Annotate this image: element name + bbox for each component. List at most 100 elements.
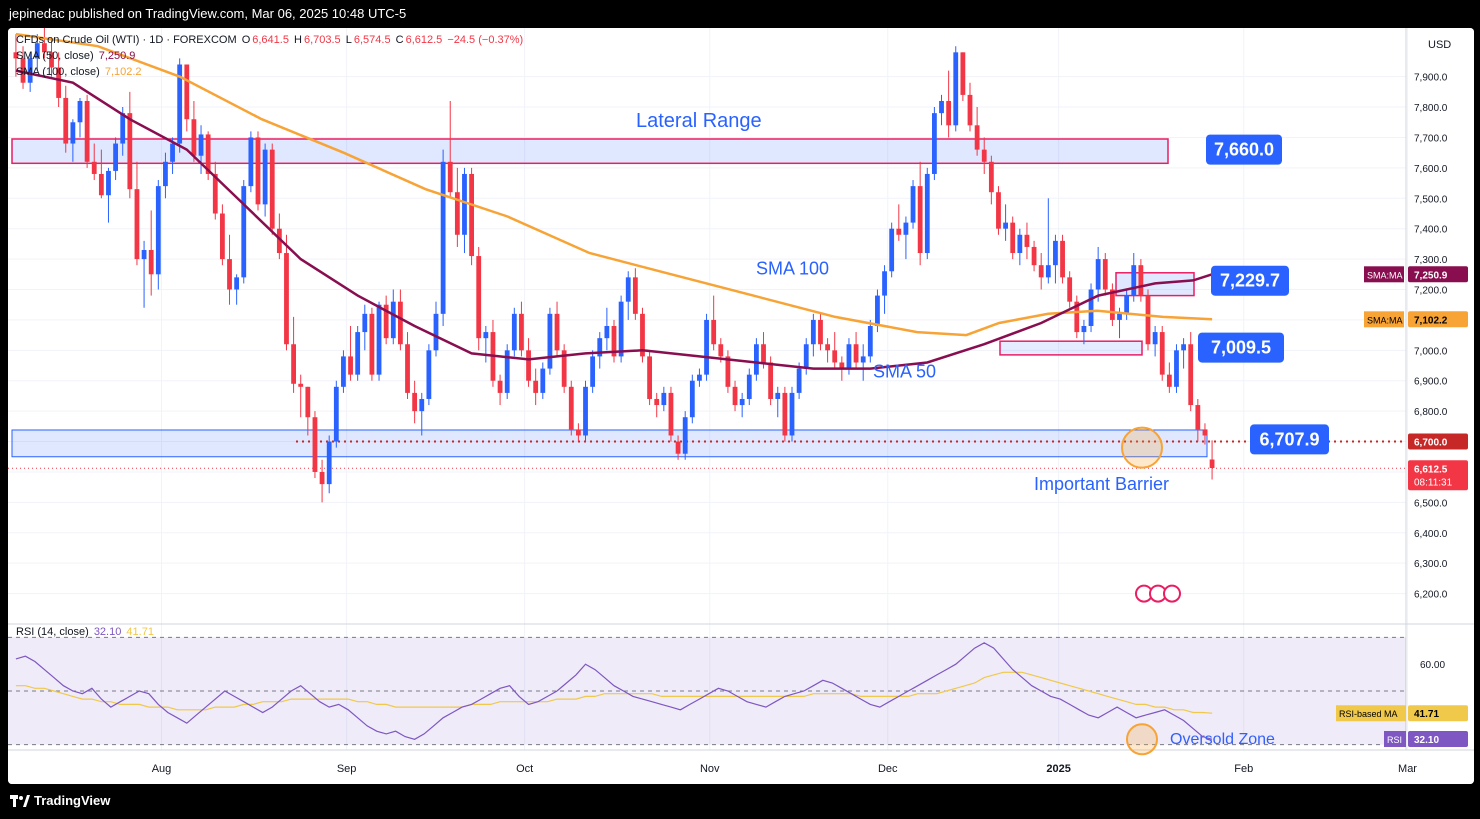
candle-body: [647, 356, 652, 399]
candle-body: [782, 392, 788, 436]
ohlc-h-label: H: [294, 34, 302, 46]
sma100-value: 7,102.2: [104, 66, 142, 78]
rsi-ma-line: [15, 671, 1213, 714]
time-tick-label: Feb: [1234, 763, 1253, 775]
badge-6707: 6,707.9: [1259, 429, 1319, 449]
candle-body: [106, 170, 111, 196]
price-tick-label: 7,200.0: [1414, 286, 1448, 297]
candle-body: [84, 100, 90, 162]
candle-body: [1060, 240, 1065, 278]
price-tick-label: 6,400.0: [1414, 529, 1448, 540]
badge-7660-bg: [1206, 134, 1282, 165]
candle-body: [1095, 259, 1101, 290]
candle-body: [775, 392, 781, 399]
candle-body: [561, 350, 567, 387]
sma50-price-label: 7,250.9: [1414, 270, 1448, 281]
candle-body: [333, 386, 339, 442]
candle-body: [205, 134, 211, 174]
candle-body: [255, 137, 261, 205]
candle-body: [1045, 265, 1051, 278]
price-tick-label: 6,800.0: [1414, 407, 1448, 418]
candle-body: [91, 161, 97, 174]
oversold-circle: [1126, 723, 1158, 756]
candle-body: [682, 417, 688, 454]
candle-body: [917, 186, 923, 254]
barrier-circle: [1121, 426, 1163, 469]
candle-body: [960, 52, 966, 95]
sma50-line: [15, 69, 1213, 370]
candle-body: [305, 386, 311, 418]
last-price-label: 6,612.5: [1414, 464, 1448, 475]
candle-body: [319, 471, 325, 485]
candle-body: [590, 356, 596, 387]
candle-body: [519, 313, 524, 351]
candle-body: [241, 186, 247, 278]
candle-body: [803, 344, 809, 369]
rsi-value: 32.10: [93, 626, 122, 638]
candle-body: [889, 228, 895, 272]
candle-body: [170, 143, 175, 162]
candle-body: [689, 380, 695, 418]
candle-body: [341, 356, 346, 387]
candle-body: [276, 228, 282, 254]
candle-body: [469, 173, 474, 257]
time-tick-label: Dec: [878, 763, 898, 775]
candle-body: [746, 374, 752, 399]
candle-body: [355, 332, 361, 375]
candle-body: [234, 277, 240, 290]
badge-7009-bg: [1198, 332, 1284, 363]
time-tick-label: Nov: [700, 763, 720, 775]
candle-body: [291, 344, 296, 384]
sma100-line: [15, 32, 1213, 337]
candle-body: [284, 253, 289, 345]
badge-7229: 7,229.7: [1220, 271, 1280, 291]
ohlc-o: 6,641.5: [252, 34, 289, 46]
time-tick-label: Oct: [516, 763, 533, 775]
annotation-lateral-range: Lateral Range: [636, 110, 762, 132]
candle-body: [148, 249, 154, 275]
candle-body: [1067, 277, 1073, 302]
candle-body: [875, 295, 880, 326]
candle-body: [547, 313, 553, 369]
candle-body: [533, 380, 539, 393]
candle-body: [191, 119, 197, 156]
candle-body: [476, 256, 482, 339]
candle-body: [575, 429, 581, 436]
candle-body: [704, 319, 709, 375]
candle-body: [120, 113, 126, 144]
candle-body: [13, 52, 19, 59]
candle-body: [661, 392, 667, 406]
candle-body: [504, 350, 510, 393]
sma100-price-label: 7,102.2: [1414, 315, 1448, 326]
candle-body: [433, 313, 439, 351]
candle-body: [1181, 344, 1186, 351]
candle-body: [397, 301, 403, 345]
candle-body: [974, 125, 980, 150]
rsi-line: [15, 642, 1213, 740]
candle-body: [1031, 246, 1037, 266]
candle-body: [1038, 265, 1044, 278]
candle-body: [996, 192, 1001, 229]
candle-body: [697, 374, 702, 381]
price-tick-label: 7,500.0: [1414, 194, 1448, 205]
candle-body: [896, 228, 902, 235]
candle-body: [1102, 259, 1108, 290]
badge-7009: 7,009.5: [1211, 338, 1271, 358]
annotation-sma50: SMA 50: [873, 362, 936, 382]
candle-body: [818, 319, 823, 345]
candle-body: [846, 344, 852, 369]
price-tick-label: 7,300.0: [1414, 255, 1448, 266]
candle-body: [1202, 429, 1208, 436]
price-tick-label: 7,000.0: [1414, 346, 1448, 357]
candle-body: [732, 386, 738, 406]
candle-body: [262, 149, 268, 205]
candle-body: [554, 313, 560, 351]
chart-svg[interactable]: Lateral Range SMA 100 SMA 50 Important Barr…: [8, 28, 1474, 784]
candle-body: [376, 304, 382, 375]
candle-body: [583, 386, 588, 436]
chart-area[interactable]: Lateral Range SMA 100 SMA 50 Important Barr…: [8, 28, 1474, 784]
candle-body: [497, 380, 503, 393]
time-tick-label: 2025: [1046, 763, 1070, 775]
rsi-tick-label: 60.00: [1420, 660, 1445, 671]
